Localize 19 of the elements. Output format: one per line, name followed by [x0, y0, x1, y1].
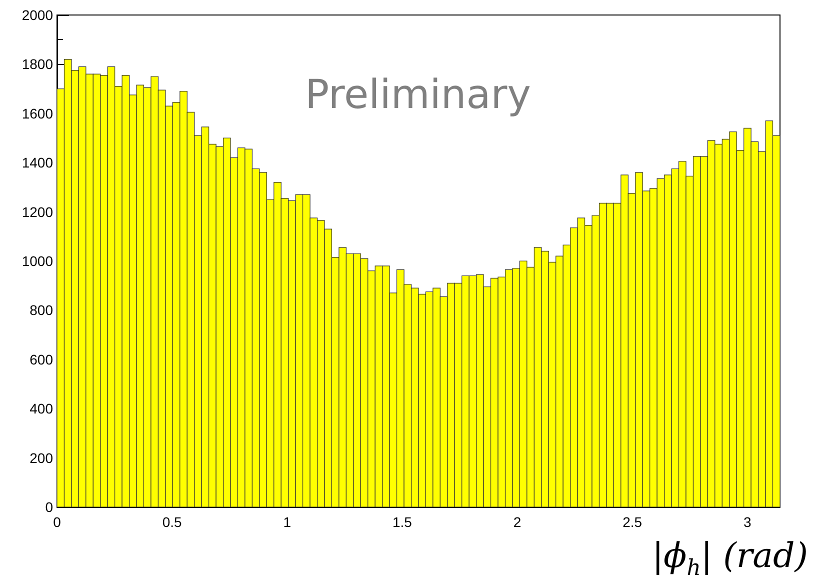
y-tick-label: 200	[30, 450, 54, 466]
x-axis-title: |ϕ$_{h}$| (rad)	[652, 536, 808, 582]
x-tick-label: 3	[744, 514, 752, 530]
y-tick-label: 600	[30, 351, 54, 368]
y-tick-label: 1800	[22, 56, 54, 72]
y-tick-label: 400	[30, 400, 54, 417]
x-tick-label: 1	[283, 514, 292, 530]
x-tick-label: 0.5	[162, 514, 182, 530]
y-tick-label: 2000	[22, 7, 54, 23]
y-tick-label: 1600	[22, 105, 54, 122]
x-tick-label: 1.5	[392, 514, 412, 530]
y-tick-label: 800	[30, 302, 54, 318]
y-tick-label: 1200	[22, 204, 54, 220]
x-tick-label: 2	[513, 514, 522, 530]
annotation: Preliminary	[305, 72, 531, 118]
y-tick-label: 1400	[22, 154, 54, 171]
y-tick-label: 1000	[22, 253, 54, 269]
x-tick-label: 2.5	[622, 514, 642, 530]
y-tick-label: 0	[45, 499, 54, 515]
